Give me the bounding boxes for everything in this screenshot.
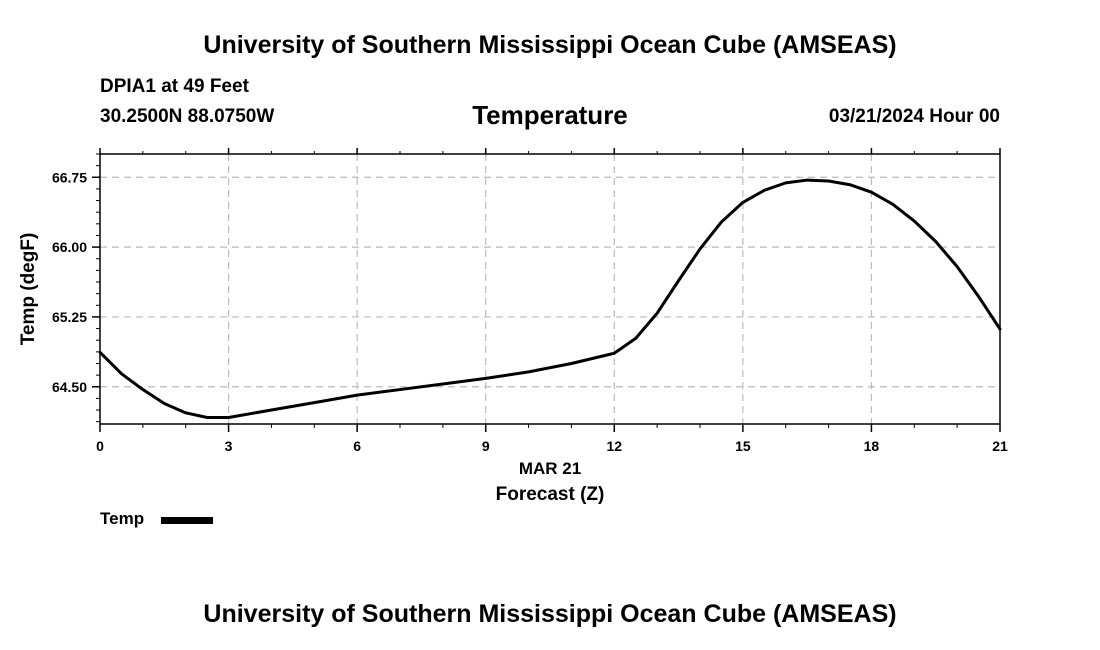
x-tick-label: 6 bbox=[353, 438, 361, 454]
y-axis-label: Temp (degF) bbox=[18, 233, 39, 346]
temp-series-line bbox=[98, 178, 1002, 419]
x-tick-label: 18 bbox=[864, 438, 880, 454]
legend-label: Temp bbox=[100, 509, 145, 528]
footer-title: University of Southern Mississippi Ocean… bbox=[203, 600, 897, 628]
legend-line-swatch bbox=[161, 517, 213, 524]
x-tick-label: 3 bbox=[225, 438, 233, 454]
y-tick-label: 66.75 bbox=[52, 169, 87, 185]
chart-title: Temperature bbox=[472, 100, 628, 130]
x-tick-label: 21 bbox=[992, 438, 1008, 454]
x-axis-date-label: MAR 21 bbox=[519, 459, 581, 478]
x-tick-label: 9 bbox=[482, 438, 490, 454]
plot-frame bbox=[99, 153, 1001, 425]
y-tick-label: 66.00 bbox=[52, 239, 87, 255]
x-tick-label: 12 bbox=[606, 438, 622, 454]
coordinates-label: 30.2500N 88.0750W bbox=[100, 106, 275, 127]
y-tick-label: 64.50 bbox=[52, 379, 87, 395]
y-tick-label: 65.25 bbox=[52, 309, 87, 325]
page-title: University of Southern Mississippi Ocean… bbox=[203, 31, 897, 59]
x-axis-label: Forecast (Z) bbox=[496, 484, 605, 505]
x-tick-label: 0 bbox=[96, 438, 104, 454]
station-label: DPIA1 at 49 Feet bbox=[100, 76, 249, 97]
x-tick-label: 15 bbox=[735, 438, 751, 454]
forecast-datetime: 03/21/2024 Hour 00 bbox=[828, 106, 1000, 127]
